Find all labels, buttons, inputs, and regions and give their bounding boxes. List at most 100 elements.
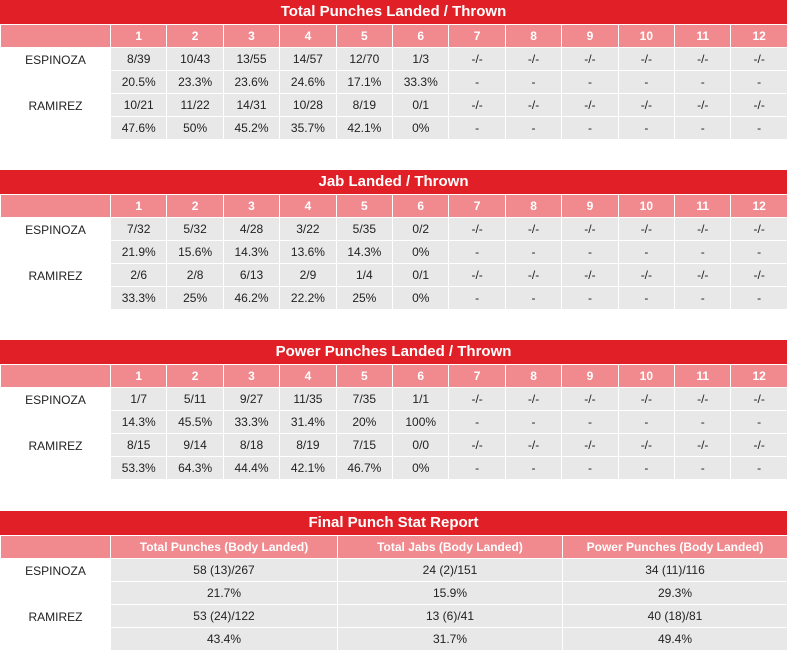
percentage-cell: 15.6% xyxy=(166,240,224,264)
percentage-cell: 31.7% xyxy=(337,627,563,651)
percentage-cell: 50% xyxy=(166,116,224,140)
round-header-row: 1 2 3 4 5 6 7 8 9 10 11 12 xyxy=(0,364,787,388)
round-header: 7 xyxy=(448,24,506,48)
landed-thrown-cell: 0/2 xyxy=(392,217,450,241)
landed-thrown-cell: -/- xyxy=(674,47,732,71)
landed-thrown-cell: 11/35 xyxy=(279,387,337,411)
round-header: 7 xyxy=(448,194,506,218)
landed-thrown-cell: -/- xyxy=(730,433,787,457)
landed-thrown-cell: -/- xyxy=(617,47,676,71)
landed-thrown-cell: 0/0 xyxy=(392,433,450,457)
round-header: 11 xyxy=(674,194,732,218)
percentage-cell: 24.6% xyxy=(279,70,337,94)
landed-thrown-cell: -/- xyxy=(674,93,732,117)
percentage-cell: 0% xyxy=(392,240,450,264)
landed-thrown-cell: 14/31 xyxy=(222,93,281,117)
percentage-cell: 43.4% xyxy=(110,627,338,651)
landed-thrown-cell: -/- xyxy=(617,433,676,457)
percentage-cell: - xyxy=(448,116,506,140)
landed-thrown-cell: -/- xyxy=(448,217,506,241)
percentage-cell: 23.6% xyxy=(222,70,281,94)
round-header: 1 xyxy=(109,194,168,218)
percentage-cell: 35.7% xyxy=(279,116,337,140)
percentage-cell: 44.4% xyxy=(222,456,281,480)
landed-thrown-cell: 11/22 xyxy=(166,93,224,117)
percentage-cell: 31.4% xyxy=(279,410,337,434)
landed-thrown-cell: 14/57 xyxy=(279,47,337,71)
final-value-cell: 58 (13)/267 xyxy=(110,558,338,582)
fighter-landed-row: RAMIREZ 10/21 11/22 14/31 10/28 8/19 0/1 -/- -/-… xyxy=(0,93,787,140)
landed-thrown-cell: -/- xyxy=(730,217,787,241)
fighter-name: RAMIREZ xyxy=(0,93,111,140)
landed-thrown-cell: -/- xyxy=(674,387,732,411)
landed-thrown-cell: 8/19 xyxy=(335,93,394,117)
landed-thrown-cell: -/- xyxy=(448,387,506,411)
percentage-cell: 53.3% xyxy=(109,456,168,480)
landed-thrown-cell: -/- xyxy=(504,93,563,117)
landed-thrown-cell: 13/55 xyxy=(222,47,281,71)
landed-thrown-cell: -/- xyxy=(504,263,563,287)
percentage-cell: - xyxy=(730,410,787,434)
stat-section: Jab Landed / Thrown 1 2 3 4 5 6 7 8 9 10 11 12 ESPINO… xyxy=(0,170,787,310)
round-header: 5 xyxy=(335,364,394,388)
round-header: 1 xyxy=(109,364,168,388)
percentage-cell: 100% xyxy=(392,410,450,434)
round-header: 4 xyxy=(279,194,337,218)
landed-thrown-cell: -/- xyxy=(561,47,619,71)
fighter-pct-row: 20.5% 23.3% 23.6% 24.6% 17.1% 33.3% - - - - - - xyxy=(1,70,787,94)
round-header-row: 1 2 3 4 5 6 7 8 9 10 11 12 xyxy=(0,194,787,218)
percentage-cell: 20% xyxy=(335,410,394,434)
round-header: 3 xyxy=(222,364,281,388)
percentage-cell: 29.3% xyxy=(562,581,787,605)
percentage-cell: - xyxy=(617,70,676,94)
landed-thrown-cell: 7/32 xyxy=(109,217,168,241)
final-values-row: ESPINOZA 58 (13)/267 24 (2)/151 34 (11)/116 xyxy=(0,558,787,605)
landed-thrown-cell: 9/14 xyxy=(166,433,224,457)
landed-thrown-cell: 2/8 xyxy=(166,263,224,287)
round-header: 4 xyxy=(279,24,337,48)
percentage-cell: - xyxy=(674,456,732,480)
landed-thrown-cell: -/- xyxy=(504,433,563,457)
final-stats-table: Total Punches (Body Landed) Total Jabs (B… xyxy=(0,535,787,651)
landed-thrown-cell: 1/1 xyxy=(392,387,450,411)
landed-thrown-cell: 1/4 xyxy=(335,263,394,287)
fighter-name: RAMIREZ xyxy=(0,604,111,651)
landed-thrown-cell: -/- xyxy=(617,217,676,241)
percentage-cell: - xyxy=(561,410,619,434)
round-header: 8 xyxy=(504,24,563,48)
round-header: 3 xyxy=(222,194,281,218)
percentage-cell: - xyxy=(504,70,563,94)
landed-thrown-cell: 8/19 xyxy=(279,433,337,457)
landed-thrown-cell: -/- xyxy=(617,93,676,117)
percentage-cell: - xyxy=(617,410,676,434)
round-header: 5 xyxy=(335,24,394,48)
landed-thrown-cell: 0/1 xyxy=(392,263,450,287)
landed-thrown-cell: 4/28 xyxy=(222,217,281,241)
round-header: 8 xyxy=(504,364,563,388)
percentage-cell: - xyxy=(730,70,787,94)
landed-thrown-cell: 2/9 xyxy=(279,263,337,287)
round-header: 12 xyxy=(730,364,787,388)
fighter-landed-row: RAMIREZ 8/15 9/14 8/18 8/19 7/15 0/0 -/- -/- -/- -… xyxy=(0,433,787,480)
percentage-cell: 33.3% xyxy=(222,410,281,434)
percentage-cell: 0% xyxy=(392,116,450,140)
percentage-cell: - xyxy=(561,456,619,480)
percentage-cell: 21.7% xyxy=(110,581,338,605)
round-header: 2 xyxy=(166,194,224,218)
landed-thrown-cell: -/- xyxy=(617,387,676,411)
percentage-cell: 64.3% xyxy=(166,456,224,480)
round-header: 9 xyxy=(561,194,619,218)
percentage-cell: - xyxy=(730,456,787,480)
fighter-pct-row: 53.3% 64.3% 44.4% 42.1% 46.7% 0% - - - - - - xyxy=(1,456,787,480)
round-header: 8 xyxy=(504,194,563,218)
round-header: 6 xyxy=(392,24,450,48)
round-header: 6 xyxy=(392,364,450,388)
landed-thrown-cell: -/- xyxy=(561,387,619,411)
fighter-pct-row: 14.3% 45.5% 33.3% 31.4% 20% 100% - - - - - - xyxy=(1,410,787,434)
section-title: Final Punch Stat Report xyxy=(0,511,787,535)
round-header: 2 xyxy=(166,24,224,48)
landed-thrown-cell: 10/43 xyxy=(166,47,224,71)
percentage-cell: - xyxy=(504,116,563,140)
final-value-cell: 24 (2)/151 xyxy=(337,558,563,582)
final-pct-row: 21.7% 15.9% 29.3% xyxy=(1,581,787,605)
